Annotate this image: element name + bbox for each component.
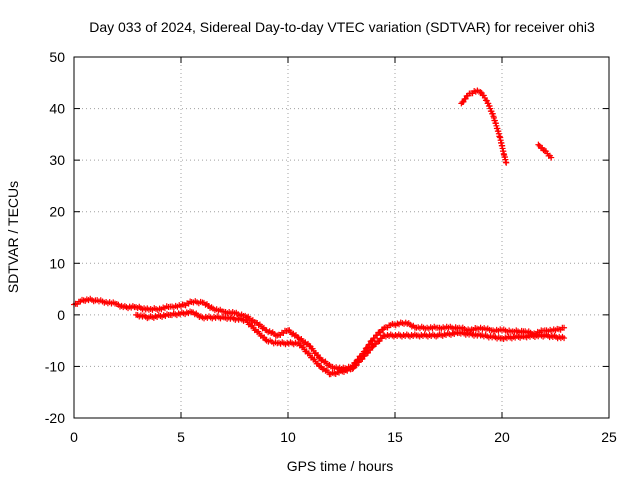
x-tick-labels: 0 5 10 15 20 25: [70, 429, 617, 445]
data-point: [460, 98, 467, 105]
y-tick-label: -10: [45, 358, 65, 374]
data-point: [477, 89, 484, 96]
y-axis-label: SDTVAR / TECUs: [5, 181, 21, 293]
y-tick-label: 0: [57, 307, 65, 323]
data-point: [561, 335, 568, 342]
x-tick-label: 0: [70, 429, 78, 445]
y-tick-label: -20: [45, 410, 65, 426]
data-points: [71, 87, 568, 378]
y-tick-label: 10: [49, 255, 65, 271]
y-tick-label: 50: [49, 49, 65, 65]
x-tick-label: 15: [387, 429, 403, 445]
data-point: [462, 95, 469, 102]
y-tick-labels: -20 -10 0 10 20 30 40 50: [45, 49, 65, 426]
x-tick-label: 20: [494, 429, 510, 445]
y-tick-label: 20: [49, 204, 65, 220]
x-axis-label: GPS time / hours: [287, 458, 394, 474]
data-point: [349, 366, 356, 373]
data-point: [317, 363, 324, 370]
data-point: [561, 324, 568, 331]
y-tick-label: 30: [49, 152, 65, 168]
axis-ticks: [73, 56, 610, 419]
data-point: [535, 141, 542, 148]
data-point: [366, 341, 373, 348]
data-point: [503, 159, 510, 166]
x-tick-label: 5: [177, 429, 185, 445]
data-point: [306, 342, 313, 349]
data-point: [548, 154, 555, 161]
chart-title: Day 033 of 2024, Sidereal Day-to-day VTE…: [89, 19, 595, 35]
y-tick-label: 40: [49, 101, 65, 117]
plot-frame: [73, 56, 610, 419]
x-tick-label: 10: [280, 429, 296, 445]
data-point: [316, 354, 323, 361]
grid-lines: [74, 57, 609, 418]
x-tick-label: 25: [601, 429, 617, 445]
